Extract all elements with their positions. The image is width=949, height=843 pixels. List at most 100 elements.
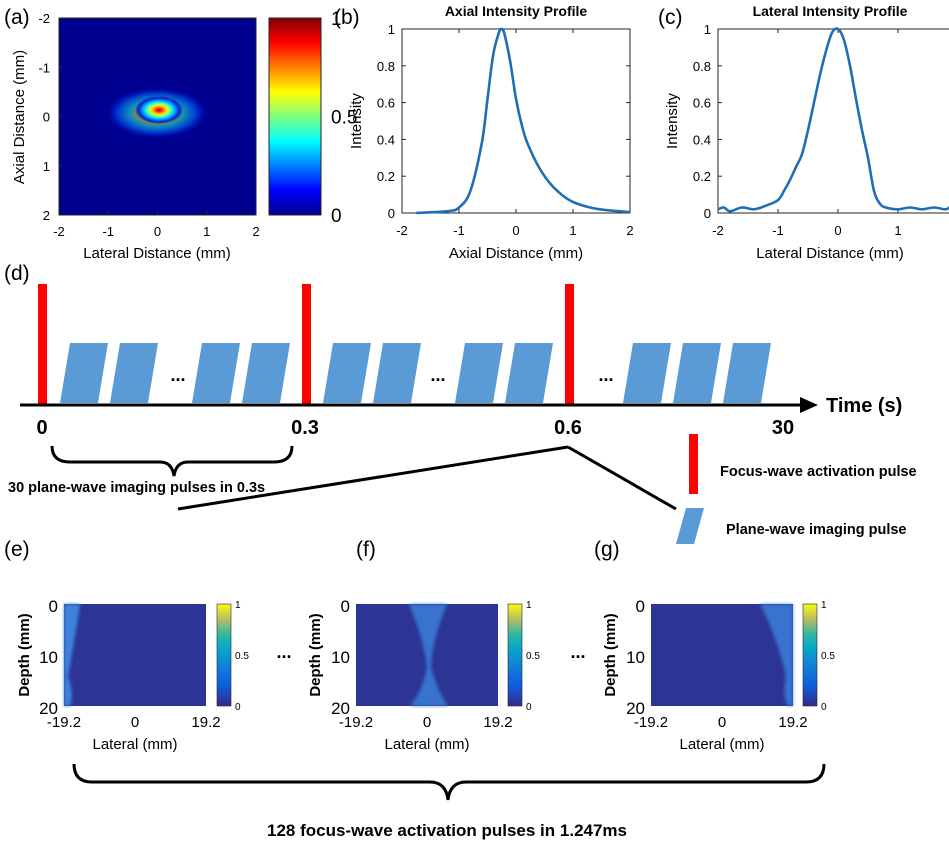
e-ylabel: Depth (mm)	[16, 613, 33, 696]
b-x-tick-label: 2	[626, 223, 633, 238]
a-y-tick-label: 0	[43, 110, 50, 125]
e-y-tick-label: 20	[39, 699, 58, 718]
g-x-tick-label: -19.2	[634, 714, 668, 731]
panel-a: (a) -2 -1 0 1 2 -2 -1 0 1 2 Lateral Distance (mm…	[4, 6, 357, 262]
a-x-tick-label: 0	[154, 224, 161, 239]
c-x-tick-label: 0	[834, 223, 841, 238]
g-x-tick-label: 0	[718, 714, 726, 731]
a-x-tick-label: 2	[252, 224, 259, 239]
brace-sequence	[72, 763, 826, 801]
focus-pulse	[302, 284, 311, 404]
c-xlabel: Lateral Distance (mm)	[756, 245, 904, 262]
g-colorbar-tick: 0.5	[821, 651, 835, 662]
c-y-tick-label: 0.4	[693, 132, 711, 147]
c-y-tick-label: 0.6	[693, 96, 711, 111]
brace-sequence-label: 128 focus-wave activation pulses in 1.24…	[267, 821, 627, 840]
beam-g	[760, 604, 793, 706]
f-y-tick-label: 10	[331, 648, 350, 667]
b-x-tick-label: -1	[453, 223, 465, 238]
f-x-tick-label: 0	[423, 714, 431, 731]
colorbar-f	[507, 603, 523, 707]
b-y-tick-label: 0.4	[377, 132, 395, 147]
g-xlabel: Lateral (mm)	[679, 736, 764, 753]
focus-pulse	[38, 284, 47, 404]
b-x-tick-label: -2	[396, 223, 408, 238]
panel-d: (d) ... ... ... Time (s) 0 0.3 0.6 30	[4, 262, 917, 544]
a-colorbar-tick: 0.5	[331, 108, 357, 129]
a-x-tick-label: -2	[53, 224, 65, 239]
e-xlabel: Lateral (mm)	[92, 736, 177, 753]
a-x-tick-label: 1	[203, 224, 210, 239]
brace-imaging-label: 30 plane-wave imaging pulses in 0.3s	[8, 480, 265, 496]
g-ylabel: Depth (mm)	[602, 613, 619, 696]
c-y-tick-label: 0	[704, 206, 711, 221]
f-ylabel: Depth (mm)	[307, 613, 324, 696]
zoom-line-right	[567, 445, 677, 511]
tick-0-3: 0.3	[291, 417, 319, 439]
f-y-tick-label: 0	[341, 597, 350, 616]
panel-label-e: (e)	[4, 538, 30, 561]
imaging-pulse	[723, 343, 771, 403]
e-colorbar-tick: 0.5	[235, 651, 249, 662]
a-colorbar-tick: 0	[331, 206, 342, 227]
time-axis-label: Time (s)	[826, 395, 902, 417]
tick-0-6: 0.6	[554, 417, 582, 439]
g-y-tick-label: 20	[626, 699, 645, 718]
a-y-tick-label: 2	[43, 208, 50, 223]
field-map-e	[64, 604, 206, 706]
e-x-tick-label: -19.2	[47, 714, 81, 731]
b-title: Axial Intensity Profile	[445, 3, 588, 19]
f-y-tick-label: 20	[331, 699, 350, 718]
c-x-tick-label: -1	[772, 223, 784, 238]
colorbar-e	[216, 603, 232, 707]
imaging-pulse	[673, 343, 721, 403]
c-y-tick-label: 1	[704, 22, 711, 37]
a-colorbar-tick: 1	[331, 9, 342, 30]
zoom-line-left	[177, 445, 569, 511]
imaging-pulse	[192, 343, 240, 403]
colorbar-a	[268, 17, 322, 216]
imaging-pulse	[242, 343, 290, 403]
c-series-line	[717, 27, 949, 213]
b-xlabel: Axial Distance (mm)	[449, 245, 583, 262]
b-y-tick-label: 0.8	[377, 59, 395, 74]
g-colorbar-tick: 0	[821, 702, 827, 713]
panel-label-f: (f)	[356, 538, 376, 561]
g-y-tick-label: 0	[636, 597, 645, 616]
panel-e: (e) 0 10 20-19.2 0 19.2 Lateral (mm) Depth (…	[4, 538, 249, 753]
ellipsis-2: ...	[430, 365, 445, 385]
e-y-tick-label: 10	[39, 648, 58, 667]
imaging-pulses	[60, 343, 771, 403]
f-x-tick-label: 19.2	[483, 714, 512, 731]
e-x-tick-label: 19.2	[191, 714, 220, 731]
c-axes	[717, 28, 949, 214]
legend-focus-swatch	[689, 434, 698, 494]
sequence-ellipsis-1: ...	[276, 642, 291, 662]
ellipsis-1: ...	[170, 365, 185, 385]
e-y-tick-label: 0	[49, 597, 58, 616]
panel-label-b: (b)	[334, 6, 360, 29]
time-axis-arrow	[800, 397, 818, 413]
panel-label-c: (c)	[658, 6, 683, 29]
imaging-pulse	[505, 343, 553, 403]
b-x-tick-label: 1	[569, 223, 576, 238]
e-x-tick-label: 0	[131, 714, 139, 731]
focal-spot	[135, 96, 183, 124]
panel-label-a: (a)	[4, 6, 30, 29]
a-xlabel: Lateral Distance (mm)	[83, 245, 231, 262]
f-colorbar-tick: 0	[526, 702, 532, 713]
legend-imaging-swatch	[676, 508, 704, 544]
focus-pulse	[565, 284, 574, 404]
a-y-tick-label: -2	[38, 11, 50, 26]
f-xlabel: Lateral (mm)	[384, 736, 469, 753]
a-ylabel: Axial Distance (mm)	[11, 50, 28, 184]
g-x-tick-label: 19.2	[778, 714, 807, 731]
beam-e	[64, 604, 80, 706]
a-y-tick-label: 1	[43, 159, 50, 174]
ellipsis-3: ...	[598, 365, 613, 385]
c-title: Lateral Intensity Profile	[753, 3, 908, 19]
